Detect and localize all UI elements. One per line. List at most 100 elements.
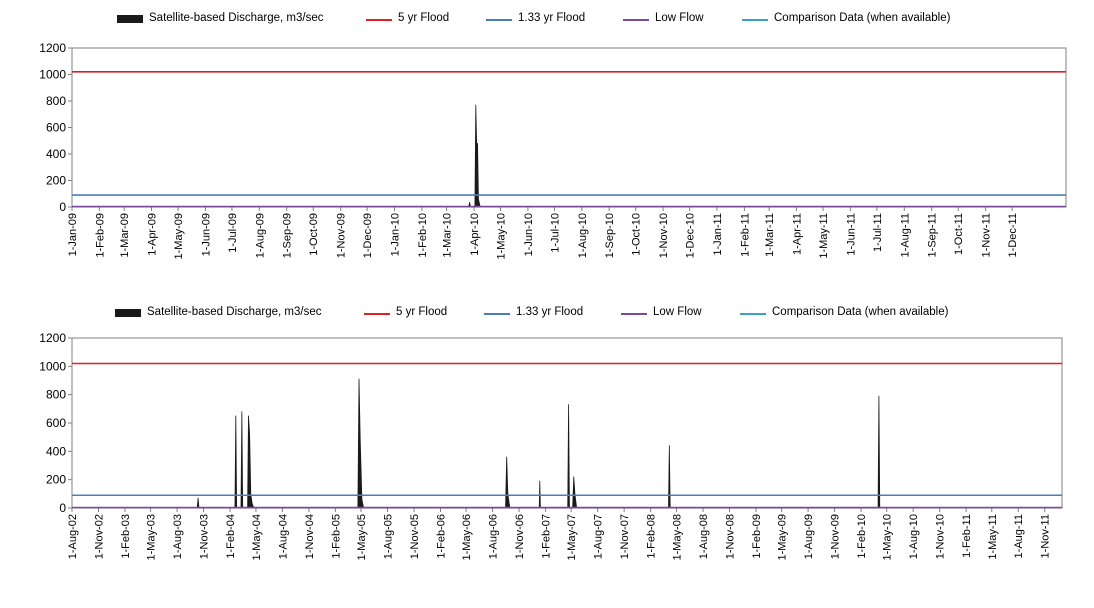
x-tick-label: 1-Apr-10 xyxy=(469,213,481,256)
x-tick-label: 1-Feb-08 xyxy=(646,514,658,559)
x-tick-label: 1-Feb-10 xyxy=(417,213,429,258)
legend-label-comparison: Comparison Data (when available) xyxy=(774,12,951,24)
x-tick-label: 1-Nov-08 xyxy=(725,514,737,559)
x-tick-label: 1-Sep-11 xyxy=(927,213,939,257)
x-tick-label: 1-Aug-10 xyxy=(908,514,920,559)
x-tick-label: 1-Aug-06 xyxy=(488,514,500,559)
x-tick-label: 1-Dec-09 xyxy=(362,213,374,258)
x-tick-label: 1-Feb-11 xyxy=(739,213,751,257)
x-tick-label: 1-Aug-09 xyxy=(803,514,815,559)
x-tick-label: 1-Aug-10 xyxy=(577,213,589,258)
x-tick-label: 1-Sep-10 xyxy=(604,213,616,258)
x-tick-label: 1-Nov-10 xyxy=(935,514,947,559)
x-tick-label: 1-Feb-06 xyxy=(435,514,447,559)
x-tick-label: 1-Aug-03 xyxy=(172,514,184,559)
y-tick-label: 1200 xyxy=(39,41,66,55)
x-tick-label: 1-Aug-05 xyxy=(383,514,395,559)
x-tick-label: 1-May-04 xyxy=(251,514,263,560)
x-tick-label: 1-Apr-09 xyxy=(147,213,159,256)
x-tick-label: 1-Jan-09 xyxy=(67,213,79,256)
x-tick-label: 1-Mar-11 xyxy=(764,213,776,257)
x-tick-label: 1-May-10 xyxy=(496,213,508,259)
y-tick-label: 1000 xyxy=(39,359,66,373)
x-tick-label: 1-Feb-11 xyxy=(961,514,973,558)
x-tick-label: 1-Nov-03 xyxy=(199,514,211,559)
x-tick-label: 1-Jan-11 xyxy=(712,213,724,256)
x-tick-label: 1-Aug-11 xyxy=(1013,514,1025,558)
x-tick-label: 1-Aug-07 xyxy=(593,514,605,559)
legend-label-comparison: Comparison Data (when available) xyxy=(772,306,949,318)
legend-swatch-5yr-flood xyxy=(366,19,392,21)
legend-swatch-discharge xyxy=(117,15,143,23)
x-tick-label: 1-May-03 xyxy=(146,514,158,560)
legend-label-133yr-flood: 1.33 yr Flood xyxy=(518,12,586,24)
legend-swatch-comparison xyxy=(740,313,766,315)
x-tick-label: 1-Nov-09 xyxy=(336,213,348,258)
y-tick-label: 600 xyxy=(46,121,66,135)
x-tick-label: 1-Nov-05 xyxy=(409,514,421,559)
y-tick-label: 600 xyxy=(46,416,66,430)
x-tick-label: 1-Nov-02 xyxy=(93,514,105,559)
discharge-plot: 0 200 400 600 800 1000 1200 1-Jan-09 1-Feb-09 1-M… xyxy=(39,41,1067,259)
y-tick-label: 1200 xyxy=(39,331,66,345)
y-tick-label: 1000 xyxy=(39,68,66,82)
x-tick-label: 1-Aug-02 xyxy=(67,514,79,559)
x-tick-label: 1-Jul-11 xyxy=(872,213,884,252)
legend-swatch-low-flow xyxy=(621,313,647,315)
x-tick-label: 1-Feb-05 xyxy=(330,514,342,559)
y-tick-label: 800 xyxy=(46,388,66,402)
x-tick-label: 1-Nov-09 xyxy=(830,514,842,559)
x-tick-label: 1-Nov-07 xyxy=(619,514,631,559)
x-tick-label: 1-Feb-04 xyxy=(225,514,237,559)
legend-label-5yr-flood: 5 yr Flood xyxy=(396,306,448,318)
y-tick-label: 0 xyxy=(59,200,66,214)
y-tick-label: 200 xyxy=(46,174,66,188)
x-tick-label: 1-Apr-11 xyxy=(792,213,804,255)
series-discharge xyxy=(196,378,881,509)
legend-label-low-flow: Low Flow xyxy=(655,12,704,24)
y-tick-label: 200 xyxy=(46,473,66,487)
x-tick-label: 1-Oct-09 xyxy=(308,213,320,256)
x-tick-label: 1-Nov-11 xyxy=(1040,514,1052,558)
x-tick-label: 1-May-07 xyxy=(566,514,578,560)
x-tick-label: 1-Jul-09 xyxy=(227,213,239,253)
legend-swatch-133yr-flood xyxy=(486,19,512,21)
x-tick-label: 1-Nov-10 xyxy=(658,213,670,258)
x-tick-label: 1-Feb-09 xyxy=(751,514,763,559)
x-tick-label: 1-Jul-10 xyxy=(549,213,561,253)
legend-label-5yr-flood: 5 yr Flood xyxy=(398,12,450,24)
discharge-chart-2009-2011: Satellite-based Discharge, m3/sec 5 yr F… xyxy=(0,0,1094,300)
legend-label-133yr-flood: 1.33 yr Flood xyxy=(516,306,584,318)
x-tick-label: 1-Jun-11 xyxy=(845,213,857,256)
x-tick-label: 1-Aug-09 xyxy=(254,213,266,258)
x-tick-label: 1-Nov-04 xyxy=(304,514,316,559)
x-tick-label: 1-Nov-11 xyxy=(981,213,993,257)
x-tick-label: 1-Feb-10 xyxy=(856,514,868,559)
x-tick-label: 1-May-08 xyxy=(672,514,684,560)
x-tick-label: 1-Dec-11 xyxy=(1007,213,1019,257)
x-tick-label: 1-May-05 xyxy=(356,514,368,560)
x-tick-label: 1-May-10 xyxy=(882,514,894,560)
x-tick-label: 1-Aug-08 xyxy=(698,514,710,559)
chart-legend: Satellite-based Discharge, m3/sec 5 yr F… xyxy=(0,304,1094,324)
legend-swatch-discharge xyxy=(115,309,141,317)
x-tick-label: 1-Feb-07 xyxy=(541,514,553,559)
legend-swatch-5yr-flood xyxy=(364,313,390,315)
y-tick-label: 800 xyxy=(46,94,66,108)
discharge-plot: 0 200 400 600 800 1000 1200 1-Aug-02 1-Nov-02 1-F… xyxy=(39,331,1063,560)
x-tick-label: 1-Mar-10 xyxy=(442,213,454,258)
x-tick-label: 1-May-09 xyxy=(777,514,789,560)
legend-swatch-low-flow xyxy=(623,19,649,21)
y-tick-label: 400 xyxy=(46,147,66,161)
legend-label-discharge: Satellite-based Discharge, m3/sec xyxy=(147,306,322,318)
x-tick-label: 1-May-09 xyxy=(173,213,185,259)
x-tick-label: 1-Sep-09 xyxy=(282,213,294,258)
x-tick-label: 1-Jan-10 xyxy=(389,213,401,256)
x-tick-label: 1-Dec-10 xyxy=(685,213,697,258)
x-tick-label: 1-May-06 xyxy=(461,514,473,560)
x-tick-label: 1-Aug-04 xyxy=(277,514,289,559)
discharge-chart-2002-2011: Satellite-based Discharge, m3/sec 5 yr F… xyxy=(0,300,1094,608)
legend-swatch-comparison xyxy=(742,19,768,21)
x-tick-label: 1-Nov-06 xyxy=(514,514,526,559)
x-tick-label: 1-Jun-10 xyxy=(523,213,535,256)
